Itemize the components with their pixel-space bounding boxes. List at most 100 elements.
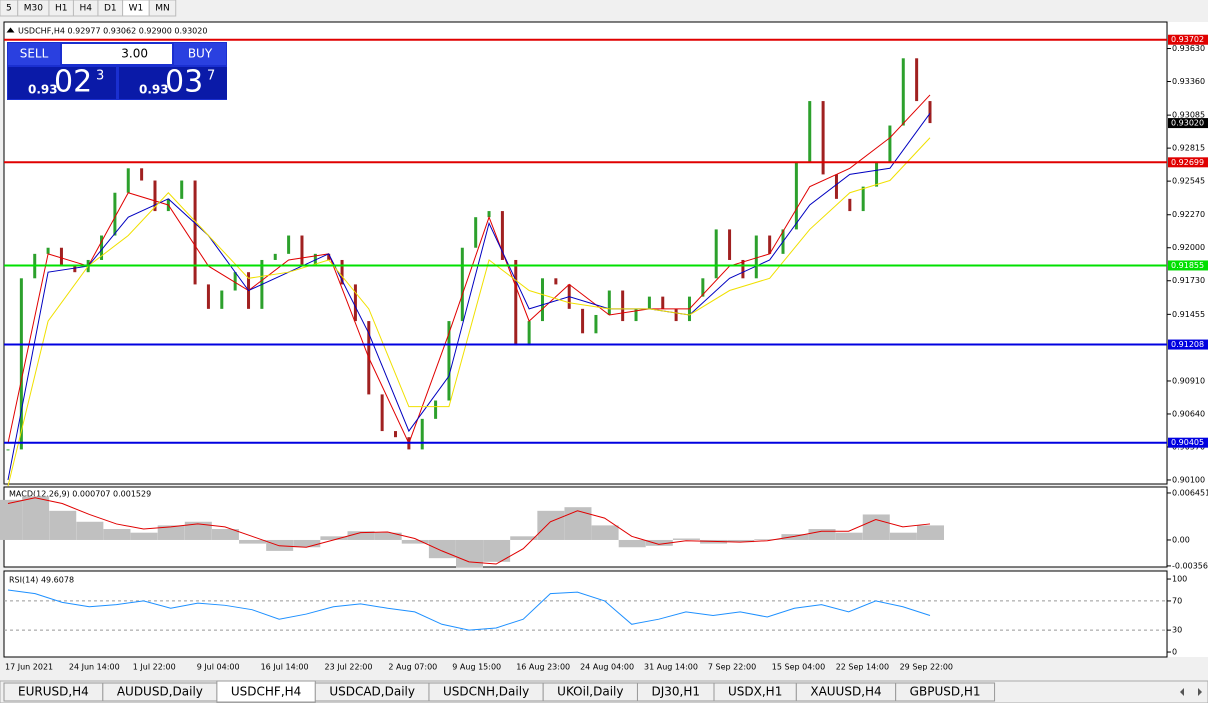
candle — [126, 168, 130, 193]
symbol-tab-label[interactable]: USDCNH,Daily — [443, 685, 529, 699]
symbol-tab-label[interactable]: USDCHF,H4 — [231, 685, 301, 699]
macd-bar — [293, 539, 321, 548]
candle — [180, 180, 184, 199]
macd-bar — [49, 510, 77, 540]
candle — [487, 211, 491, 218]
candle — [915, 58, 919, 102]
y-tick-label: 0.93360 — [1172, 77, 1205, 86]
rsi-panel — [3, 570, 1168, 658]
candle — [420, 418, 424, 450]
y-tick-label: 0.91730 — [1172, 276, 1205, 285]
macd-bar — [618, 539, 646, 548]
y-tick-label: 0.90640 — [1172, 409, 1205, 418]
timeframe-button[interactable] — [148, 0, 177, 17]
symbol-tab-label[interactable]: AUDUSD,Daily — [117, 685, 203, 699]
collapse-icon[interactable] — [6, 27, 15, 33]
candle — [714, 229, 718, 279]
buy-label[interactable]: BUY — [188, 47, 213, 61]
y-tick-label: -0.00356 — [1172, 561, 1208, 570]
y-tick-label: 0 — [1172, 648, 1177, 657]
moving-average — [7, 137, 931, 487]
price-main[interactable]: 02 — [54, 65, 92, 100]
candle — [647, 296, 651, 309]
macd-bar — [22, 496, 50, 540]
candle — [220, 290, 224, 309]
macd-bar — [564, 507, 592, 540]
price-box[interactable] — [8, 67, 116, 99]
symbol-tab[interactable] — [895, 682, 996, 702]
level-label-box — [1168, 157, 1208, 168]
timeframe-label[interactable]: W1 — [129, 4, 144, 14]
sell-button[interactable] — [8, 43, 60, 65]
symbol-tab-label[interactable]: EURUSD,H4 — [18, 685, 89, 699]
y-tick-label: 0.92815 — [1172, 144, 1205, 153]
timeframe-label[interactable]: MN — [155, 4, 170, 14]
price-big[interactable]: 0.93 — [139, 83, 169, 97]
candle — [46, 247, 50, 254]
symbol-tab-label[interactable]: USDX,H1 — [728, 685, 782, 699]
y-tick-label: 0.90100 — [1172, 475, 1205, 484]
timeframe-label[interactable]: H4 — [79, 4, 92, 14]
candle — [901, 58, 905, 126]
x-tick-label: 15 Sep 04:00 — [772, 663, 825, 672]
timeframe-label[interactable]: M30 — [24, 4, 43, 14]
candle — [581, 308, 585, 334]
symbol-tab-label[interactable]: USDCAD,Daily — [329, 685, 415, 699]
candle — [875, 162, 879, 187]
level-label: 0.93702 — [1171, 35, 1204, 44]
symbol-tab-label[interactable]: UKOil,Daily — [557, 685, 623, 699]
candle — [193, 180, 197, 285]
buy-button[interactable] — [174, 43, 226, 65]
symbol-tab-label[interactable]: GBPUSD,H1 — [910, 685, 981, 699]
candle — [621, 290, 625, 322]
y-tick-label: 100 — [1172, 575, 1187, 584]
candle — [848, 198, 852, 212]
volume[interactable]: 3.00 — [121, 47, 148, 61]
price-pip[interactable]: 7 — [207, 69, 215, 84]
x-tick-label: 9 Aug 15:00 — [452, 663, 501, 672]
level-label: 0.90405 — [1171, 438, 1204, 447]
x-tick-label: 24 Jun 14:00 — [69, 663, 120, 672]
sell-label[interactable]: SELL — [20, 47, 49, 61]
macd-bar — [130, 532, 158, 540]
scroll-right[interactable] — [1198, 688, 1202, 696]
y-tick-label: 0.92000 — [1172, 243, 1205, 252]
macd-bar — [184, 521, 212, 540]
candle — [514, 259, 518, 346]
y-tick-label: 0.006451 — [1172, 488, 1208, 497]
timeframe-label[interactable]: D1 — [104, 4, 117, 14]
candle — [273, 253, 277, 260]
scroll-left[interactable] — [1180, 688, 1184, 696]
timeframe-label[interactable]: H1 — [55, 4, 68, 14]
price-main[interactable]: 03 — [165, 65, 203, 100]
macd-bar — [0, 499, 22, 540]
macd-bar — [754, 539, 782, 540]
y-tick-label: 0.91455 — [1172, 310, 1205, 319]
x-tick-label: 31 Aug 14:00 — [644, 663, 698, 672]
macd-bar — [401, 539, 429, 544]
candle — [113, 192, 117, 236]
candle — [554, 278, 558, 285]
x-tick-label: 9 Jul 04:00 — [197, 663, 240, 672]
candle — [206, 284, 210, 309]
y-tick-label: 0.00 — [1172, 535, 1190, 544]
y-tick-label: 0.92270 — [1172, 210, 1205, 219]
candle — [540, 278, 544, 322]
timeframe-label[interactable]: 5 — [6, 4, 12, 14]
x-tick-label: 7 Sep 22:00 — [708, 663, 756, 672]
symbol-tab-label[interactable]: DJ30,H1 — [651, 685, 700, 699]
candle — [19, 278, 23, 450]
price-box[interactable] — [119, 67, 227, 99]
y-tick-label: 0.93085 — [1172, 111, 1205, 120]
candle — [527, 321, 531, 346]
macd-bar — [428, 539, 456, 559]
macd-bar — [239, 539, 267, 544]
symbol-tab-label[interactable]: XAUUSD,H4 — [810, 685, 881, 699]
candle — [661, 296, 665, 309]
candle — [808, 101, 812, 163]
price-pip[interactable]: 3 — [96, 69, 104, 84]
volume-box[interactable] — [62, 44, 172, 64]
rsi-title: RSI(14) 49.6078 — [9, 576, 74, 585]
price-big[interactable]: 0.93 — [28, 83, 58, 97]
